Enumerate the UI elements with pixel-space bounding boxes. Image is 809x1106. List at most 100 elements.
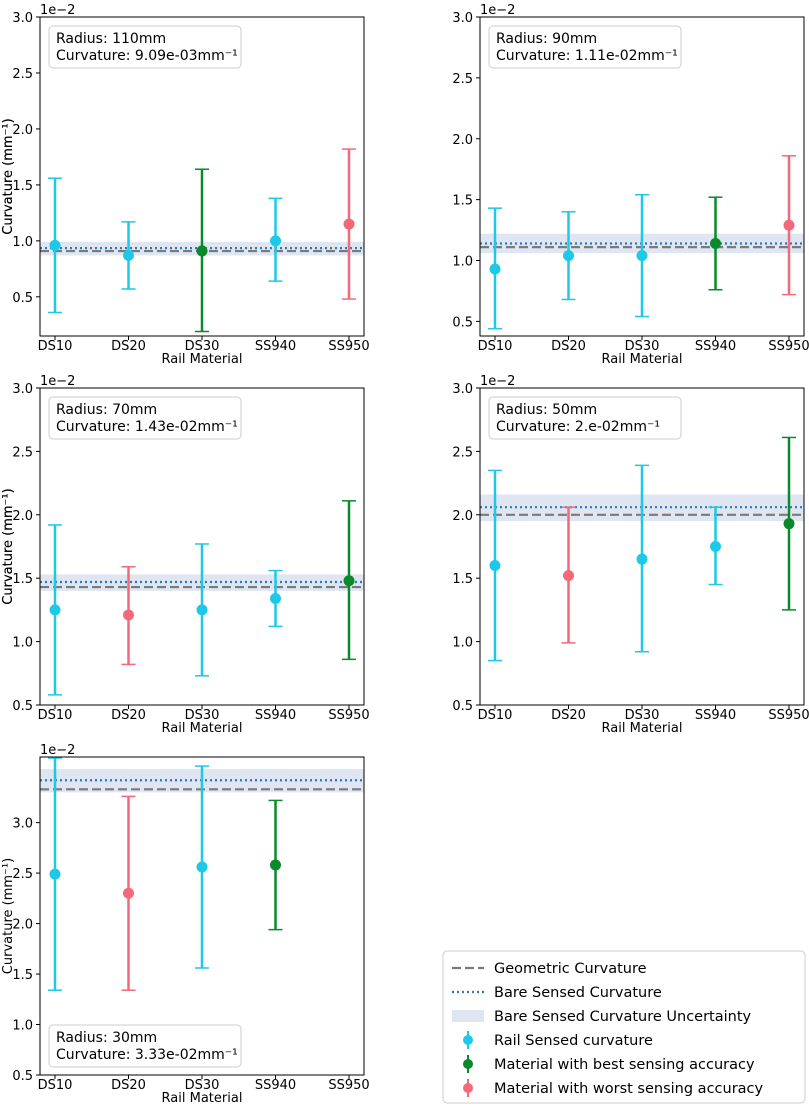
x-tick-label: DS30 [185, 708, 220, 723]
annotation-radius: Radius: 90mm [496, 31, 597, 47]
annotation-curvature: Curvature: 1.43e-02mm⁻¹ [56, 419, 238, 435]
y-tick-label: 3.0 [12, 11, 33, 26]
data-point-SS940 [270, 235, 281, 247]
axis-offset-label: 1e−2 [40, 374, 75, 389]
legend-label: Material with best sensing accuracy [494, 1057, 755, 1073]
y-tick-label: 2.0 [12, 509, 33, 524]
y-tick-label: 1.0 [452, 636, 473, 651]
x-axis-label: Rail Material [602, 352, 683, 367]
y-axis-label: Curvature (mm⁻¹) [1, 488, 16, 604]
x-tick-label: SS950 [768, 339, 809, 354]
y-tick-label: 2.0 [452, 509, 473, 524]
annotation-curvature: Curvature: 2.e-02mm⁻¹ [496, 419, 660, 435]
y-tick-label: 3.0 [452, 382, 473, 397]
x-axis-label: Rail Material [162, 1091, 243, 1106]
y-tick-label: 1.0 [12, 1019, 33, 1034]
legend-label: Geometric Curvature [494, 961, 647, 977]
legend-swatch-marker-worst [463, 1083, 473, 1093]
y-tick-label: 3.0 [12, 382, 33, 397]
data-point-DS20 [563, 250, 574, 262]
x-tick-label: SS940 [255, 339, 296, 354]
data-point-SS940 [270, 592, 281, 604]
data-point-SS940 [270, 859, 281, 871]
x-tick-label: DS30 [185, 1078, 220, 1093]
x-tick-label: SS950 [328, 339, 369, 354]
x-tick-label: DS20 [551, 339, 586, 354]
chart-panel-3: 0.5 1.0 1.5 2.0 2.5 3.0 DS10 DS20 DS30 SS940 SS950… [1, 374, 370, 736]
data-point-DS30 [196, 245, 208, 257]
annotation-curvature: Curvature: 9.09e-03mm⁻¹ [56, 48, 238, 64]
legend-label: Bare Sensed Curvature Uncertainty [494, 1009, 752, 1025]
y-tick-label: 2.0 [12, 123, 33, 138]
y-axis-label: Curvature (mm⁻¹) [1, 858, 16, 974]
legend-label: Material with worst sensing accuracy [494, 1081, 764, 1097]
x-tick-label: DS20 [111, 708, 146, 723]
x-tick-label: DS10 [38, 339, 73, 354]
legend-swatch-marker-rail [463, 1035, 473, 1045]
y-axis-label: Curvature (mm⁻¹) [1, 118, 16, 234]
x-tick-label: SS940 [695, 708, 736, 723]
x-tick-label: SS950 [768, 708, 809, 723]
y-tick-label: 1.0 [12, 636, 33, 651]
legend-swatch-band [452, 1010, 484, 1022]
data-point-SS940 [710, 541, 721, 552]
annotation-box [48, 1024, 242, 1068]
axis-offset-label: 1e−2 [40, 3, 75, 18]
y-tick-label: 0.5 [452, 315, 473, 330]
annotation-box [488, 25, 682, 69]
annotation-curvature: Curvature: 1.11e-02mm⁻¹ [496, 48, 678, 64]
data-point-DS20 [123, 887, 134, 899]
y-tick-label: 0.5 [12, 699, 33, 714]
data-point-DS10 [489, 560, 501, 572]
y-tick-label: 2.5 [452, 72, 473, 87]
legend-swatch-marker-best [463, 1059, 473, 1069]
y-tick-label: 2.0 [12, 918, 33, 933]
data-point-DS20 [123, 609, 134, 621]
y-tick-label: 1.5 [452, 572, 473, 587]
data-point-DS10 [49, 239, 61, 251]
data-point-DS30 [636, 250, 648, 262]
chart-panel-4: 0.5 1.0 1.5 2.0 2.5 3.0 DS10 DS20 DS30 SS940 SS950… [1, 374, 809, 736]
x-tick-label: DS10 [38, 1078, 73, 1093]
annotation-box [48, 25, 242, 69]
annotation-radius: Radius: 50mm [496, 402, 597, 418]
y-tick-label: 2.5 [12, 445, 33, 460]
data-point-DS10 [49, 868, 61, 880]
y-tick-label: 1.5 [452, 194, 473, 209]
x-tick-label: SS950 [328, 708, 369, 723]
annotation-box [48, 396, 242, 440]
legend: Geometric Curvature Bare Sensed Curvature… [442, 950, 806, 1104]
data-point-SS950 [783, 219, 795, 231]
x-tick-label: DS10 [38, 708, 73, 723]
y-tick-label: 1.5 [12, 179, 33, 194]
y-tick-label: 2.5 [12, 67, 33, 82]
x-tick-label: DS10 [478, 708, 513, 723]
x-axis-label: Rail Material [162, 352, 243, 367]
y-tick-label: 1.5 [12, 968, 33, 983]
y-tick-label: 1.0 [452, 255, 473, 270]
data-point-SS950 [783, 518, 795, 530]
data-point-DS10 [489, 263, 501, 275]
data-point-DS10 [49, 604, 61, 616]
axis-offset-label: 1e−2 [40, 743, 75, 758]
y-tick-label: 0.5 [12, 1069, 33, 1084]
x-axis-label: Rail Material [162, 721, 243, 736]
y-tick-label: 3.0 [452, 11, 473, 26]
x-tick-label: DS20 [551, 708, 586, 723]
y-tick-label: 3.0 [12, 817, 33, 832]
y-tick-label: 2.5 [12, 867, 33, 882]
data-point-DS30 [636, 553, 648, 565]
y-tick-label: 2.0 [452, 133, 473, 148]
annotation-curvature: Curvature: 3.33e-02mm⁻¹ [56, 1047, 238, 1063]
annotation-radius: Radius: 30mm [56, 1030, 157, 1046]
x-tick-label: SS940 [255, 1078, 296, 1093]
y-tick-label: 1.5 [12, 572, 33, 587]
legend-label: Bare Sensed Curvature [494, 985, 662, 1001]
x-tick-label: DS20 [111, 1078, 146, 1093]
data-point-SS940 [710, 237, 721, 249]
data-point-DS30 [196, 604, 208, 616]
axis-offset-label: 1e−2 [480, 374, 515, 389]
legend-box [442, 950, 806, 1104]
data-point-DS30 [196, 861, 208, 873]
